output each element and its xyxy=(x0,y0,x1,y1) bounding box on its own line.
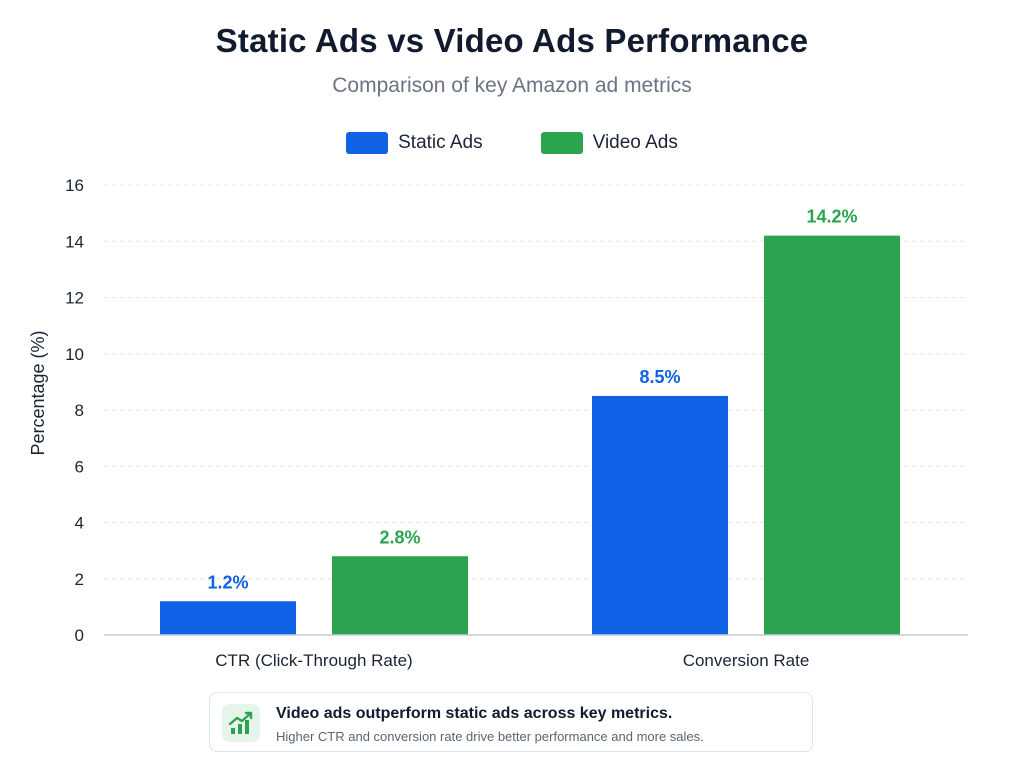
trend-up-chart-icon xyxy=(222,704,260,742)
legend-label-video: Video Ads xyxy=(592,132,678,153)
bar-video-1 xyxy=(764,235,900,635)
chart-legend: Static Ads Video Ads xyxy=(0,132,1024,154)
x-tick-label-0: CTR (Click-Through Rate) xyxy=(215,651,412,670)
legend-label-static: Static Ads xyxy=(398,132,483,153)
y-axis-label: Percentage (%) xyxy=(28,330,48,455)
data-label-static-1: 8.5% xyxy=(639,367,680,387)
data-label-video-1: 14.2% xyxy=(806,207,857,227)
data-label-video-0: 2.8% xyxy=(379,527,420,547)
bar-static-1 xyxy=(592,395,728,635)
x-tick-label-1: Conversion Rate xyxy=(683,651,810,670)
y-tick-label: 12 xyxy=(65,289,84,308)
x-axis-ticks: CTR (Click-Through Rate) Conversion Rate xyxy=(215,651,809,670)
chart-subtitle: Comparison of key Amazon ad metrics xyxy=(332,74,692,97)
y-tick-label: 8 xyxy=(75,401,84,420)
chart-title: Static Ads vs Video Ads Performance xyxy=(215,22,809,59)
y-tick-label: 0 xyxy=(75,626,84,645)
legend-swatch-video xyxy=(540,132,583,154)
y-axis-ticks: 0 2 4 6 8 10 12 14 16 xyxy=(65,176,84,645)
y-tick-label: 4 xyxy=(75,514,84,533)
bars xyxy=(160,235,900,635)
legend-item-video: Video Ads xyxy=(540,132,678,154)
bar-chart: 0 2 4 6 8 10 12 14 16 Percentage (%) 1.2% 2.8% 8.5… xyxy=(28,176,968,670)
legend-item-static: Static Ads xyxy=(346,132,483,154)
data-labels: 1.2% 2.8% 8.5% 14.2% xyxy=(207,207,857,593)
bar-static-0 xyxy=(160,601,296,635)
y-tick-label: 10 xyxy=(65,345,84,364)
y-tick-label: 14 xyxy=(65,232,84,251)
insight-card: Video ads outperform static ads across k… xyxy=(209,692,813,752)
bar-video-0 xyxy=(332,556,468,635)
y-tick-label: 6 xyxy=(75,457,84,476)
y-tick-label: 2 xyxy=(75,570,84,589)
legend-swatch-static xyxy=(346,132,389,154)
y-tick-label: 16 xyxy=(65,176,84,195)
data-label-static-0: 1.2% xyxy=(207,572,248,592)
insight-detail: Higher CTR and conversion rate drive bet… xyxy=(276,729,704,744)
insight-headline: Video ads outperform static ads across k… xyxy=(276,705,673,722)
